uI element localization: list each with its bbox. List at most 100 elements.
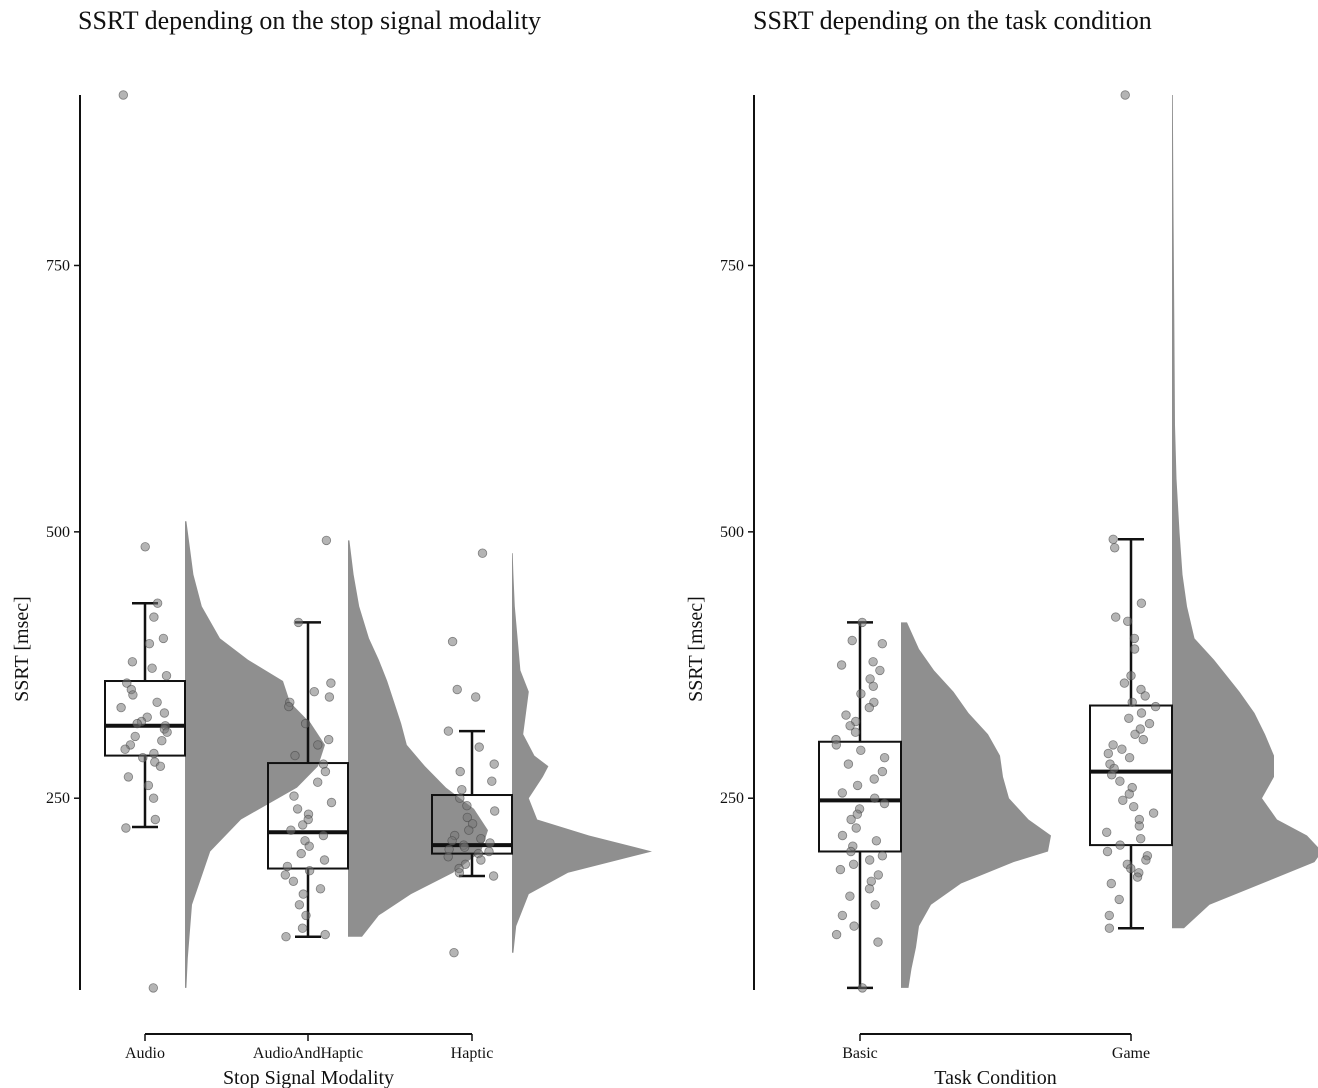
density-audioandhaptic — [348, 540, 488, 937]
data-point-game — [1118, 795, 1128, 806]
data-point-audioandhaptic — [293, 617, 304, 628]
data-point-audioandhaptic — [326, 797, 337, 808]
data-point-basic — [852, 809, 863, 819]
data-point-audioandhaptic — [280, 870, 291, 880]
x-tick-label-game: Game — [1112, 1045, 1150, 1062]
data-point-game — [1102, 827, 1112, 838]
data-point-audio — [121, 823, 131, 833]
data-point-audioandhaptic — [320, 766, 331, 777]
data-point-basic — [857, 617, 867, 628]
x-tick-label-audio: Audio — [125, 1045, 165, 1062]
data-point-basic — [850, 727, 861, 737]
data-point-basic — [877, 639, 888, 649]
data-point-haptic — [488, 871, 499, 881]
data-point-basic — [845, 721, 855, 731]
data-point-basic — [875, 665, 885, 676]
data-point-game — [1138, 734, 1149, 745]
data-point-haptic — [464, 825, 474, 835]
data-point-audioandhaptic — [313, 777, 323, 787]
data-point-audioandhaptic — [321, 535, 332, 546]
data-point-game — [1126, 671, 1136, 681]
data-point-audioandhaptic — [304, 866, 315, 876]
data-point-audio — [149, 612, 159, 622]
data-point-audioandhaptic — [326, 678, 336, 688]
data-point-game — [1104, 910, 1115, 921]
chart-panel-task-condition: SSRT depending on the task condition 250… — [659, 0, 1318, 1088]
data-point-audio — [122, 678, 132, 688]
data-point-audio — [150, 814, 161, 825]
data-point-audioandhaptic — [288, 876, 299, 887]
y-axis-title: SSRT [msec] — [11, 596, 33, 702]
data-point-audioandhaptic — [298, 820, 308, 830]
data-point-game — [1104, 923, 1115, 933]
data-point-haptic — [476, 855, 486, 865]
data-point-basic — [852, 780, 863, 791]
data-point-game — [1102, 846, 1113, 857]
data-point-game — [1129, 802, 1139, 812]
data-point-audio — [130, 731, 140, 742]
data-point-audioandhaptic — [292, 804, 303, 814]
density-game — [1172, 95, 1318, 929]
data-point-audio — [157, 736, 167, 746]
data-point-game — [1115, 840, 1125, 850]
data-point-basic — [845, 891, 855, 901]
chart-modality: 250 500 750 SSRT [msec] Audio AudioAndHaptic H… — [11, 90, 652, 1088]
y-tick-label: 750 — [46, 257, 70, 274]
data-point-audio — [127, 657, 138, 667]
density-haptic — [512, 553, 652, 953]
data-point-audio — [158, 633, 169, 644]
data-point-basic — [873, 937, 883, 947]
box-game — [1089, 704, 1173, 847]
data-point-audioandhaptic — [300, 718, 311, 729]
data-point-audioandhaptic — [324, 692, 335, 702]
data-point-basic — [870, 900, 880, 910]
data-point-basic — [864, 884, 875, 894]
data-point-audioandhaptic — [301, 910, 311, 921]
data-point-game — [1119, 678, 1130, 688]
data-point-game — [1136, 598, 1147, 608]
data-point-basic — [846, 814, 856, 825]
data-point-audioandhaptic — [313, 740, 323, 750]
data-point-basic — [868, 657, 878, 667]
data-point-game — [1129, 644, 1140, 654]
data-point-game — [1107, 770, 1117, 780]
data-point-basic — [869, 774, 879, 784]
data-point-audio — [159, 708, 170, 718]
data-point-audio — [140, 542, 150, 552]
x-axis-title: Stop Signal Modality — [223, 1067, 394, 1088]
y-tick-label: 250 — [720, 790, 744, 807]
data-point-game — [1111, 612, 1121, 622]
data-point-audio — [161, 671, 172, 681]
data-point-audioandhaptic — [298, 889, 309, 899]
data-point-basic — [837, 830, 848, 841]
data-point-audioandhaptic — [297, 923, 308, 933]
data-point-audio — [149, 748, 159, 759]
data-point-audioandhaptic — [284, 701, 294, 712]
data-point-game — [1132, 872, 1143, 882]
data-point-haptic — [443, 726, 454, 736]
data-point-game — [1150, 701, 1161, 712]
x-tick-label-haptic: Haptic — [451, 1045, 494, 1062]
data-point-audioandhaptic — [282, 861, 293, 872]
data-point-basic — [857, 983, 868, 993]
data-point-game — [1144, 718, 1155, 729]
data-point-game — [1108, 534, 1118, 545]
data-point-audio — [118, 90, 129, 100]
data-point-basic — [848, 859, 859, 870]
data-point-haptic — [455, 793, 465, 803]
data-point-haptic — [474, 742, 484, 752]
data-point-game — [1124, 753, 1135, 763]
data-point-basic — [868, 681, 879, 692]
data-point-game — [1117, 744, 1127, 754]
data-point-haptic — [443, 852, 453, 862]
chart-title: SSRT depending on the stop signal modali… — [78, 6, 542, 35]
data-point-haptic — [457, 785, 467, 795]
data-point-audioandhaptic — [304, 841, 314, 851]
data-point-game — [1136, 708, 1147, 718]
y-axis-title: SSRT [msec] — [685, 596, 707, 702]
data-point-game — [1134, 821, 1145, 831]
density-audio — [185, 521, 325, 988]
data-point-game — [1110, 543, 1120, 553]
data-point-haptic — [471, 692, 481, 702]
data-point-game — [1115, 776, 1125, 786]
